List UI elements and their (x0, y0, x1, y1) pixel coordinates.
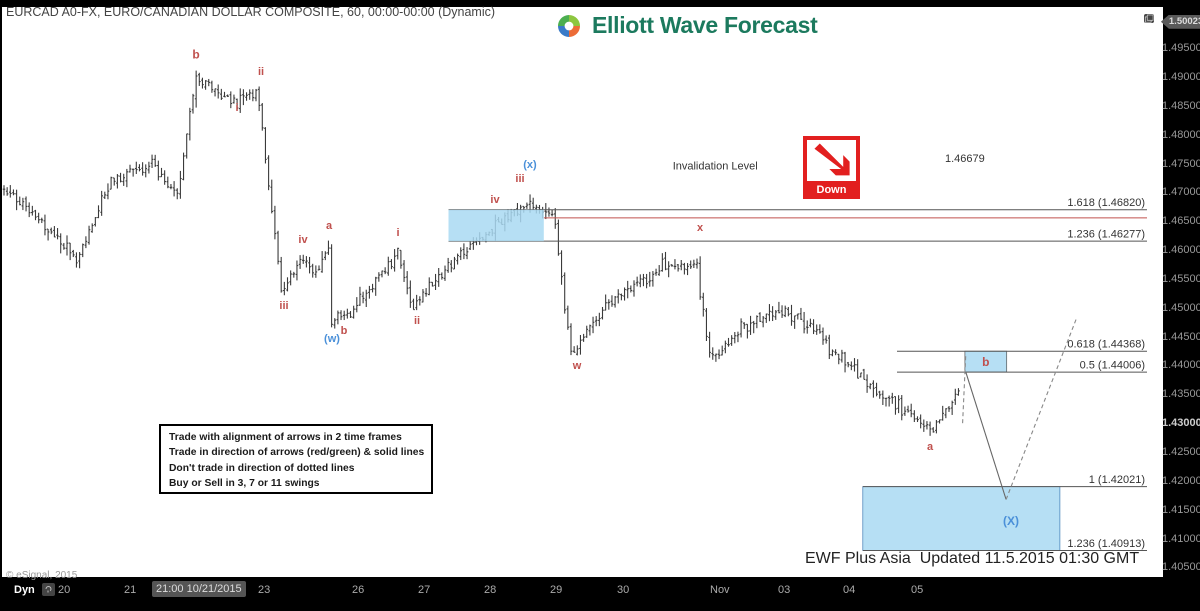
svg-text:w: w (572, 360, 582, 372)
svg-text:b: b (192, 48, 199, 62)
svg-text:iv: iv (490, 194, 500, 206)
svg-text:0.5 (1.44006): 0.5 (1.44006) (1080, 360, 1145, 372)
svg-text:(x): (x) (523, 159, 537, 171)
svg-text:Invalidation Level: Invalidation Level (673, 161, 758, 173)
svg-text:ii: ii (258, 66, 264, 78)
svg-text:1 (1.42021): 1 (1.42021) (1089, 474, 1145, 486)
svg-text:a: a (927, 441, 934, 453)
svg-text:i: i (235, 102, 238, 114)
svg-text:b: b (982, 355, 989, 369)
svg-text:x: x (697, 222, 704, 234)
svg-text:1.236 (1.40913): 1.236 (1.40913) (1067, 538, 1145, 550)
svg-text:ii: ii (414, 315, 420, 327)
svg-text:iii: iii (515, 173, 524, 185)
svg-text:a: a (326, 220, 333, 232)
svg-text:(w): (w) (324, 333, 340, 345)
svg-text:i: i (396, 227, 399, 239)
svg-text:1.618 (1.46820): 1.618 (1.46820) (1067, 197, 1145, 209)
svg-text:iv: iv (298, 234, 308, 246)
svg-text:1.236 (1.46277): 1.236 (1.46277) (1067, 229, 1145, 241)
svg-text:0.618 (1.44368): 0.618 (1.44368) (1067, 339, 1145, 351)
svg-text:iii: iii (279, 300, 288, 312)
svg-text:1.46679: 1.46679 (945, 153, 985, 165)
svg-text:(X): (X) (1003, 514, 1019, 528)
svg-text:b: b (341, 325, 348, 337)
